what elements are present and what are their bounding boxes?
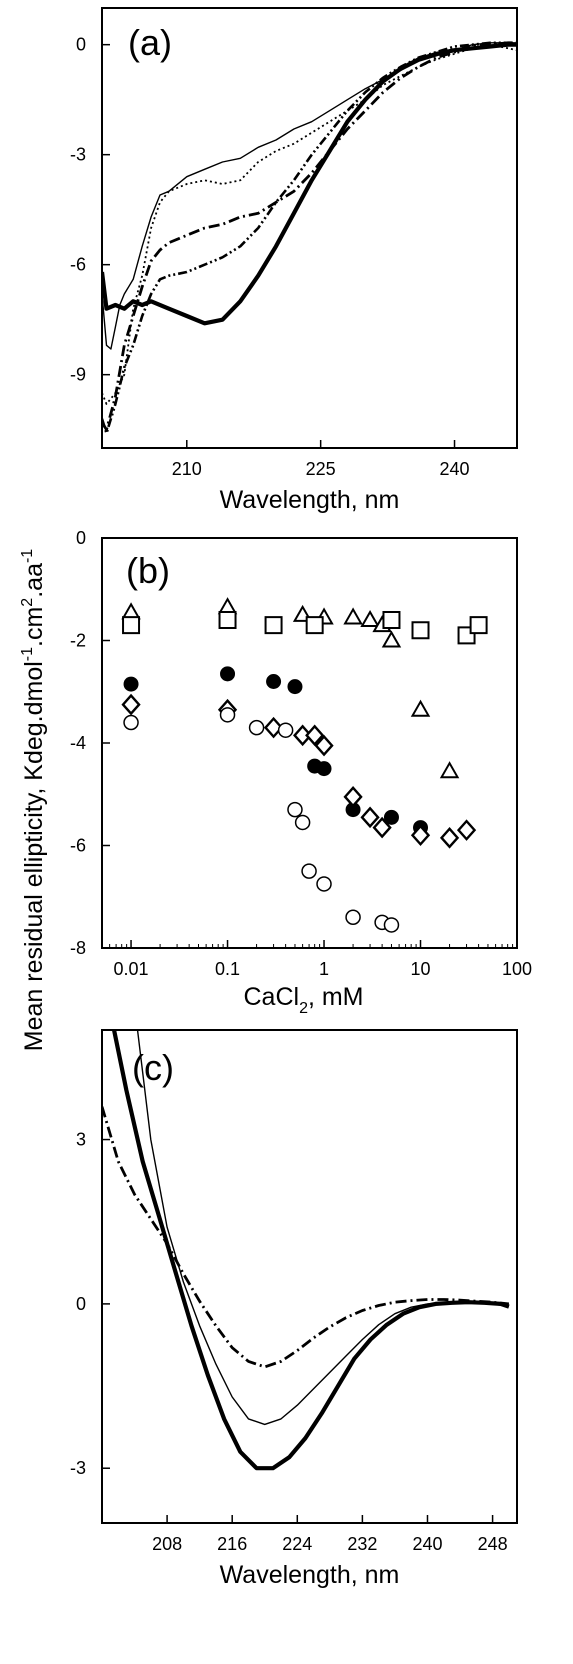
series-line-thin-solid — [136, 1030, 510, 1426]
panel-b-frame — [101, 537, 518, 949]
open-circle-point — [123, 714, 139, 731]
triangle-point — [360, 609, 380, 627]
panel-label: (a) — [128, 22, 172, 63]
square-point — [382, 611, 401, 629]
ylabel-main: Mean residual ellipticity, Kdeg.dmol — [20, 661, 48, 1051]
shared-y-axis-label: Mean residual ellipticity, Kdeg.dmol-1.c… — [19, 549, 48, 1052]
x-tick-label: 208 — [152, 1534, 182, 1554]
y-tick-label: -4 — [70, 733, 86, 753]
ylabel-sup1: -1 — [19, 647, 36, 661]
diamond-point — [343, 786, 363, 808]
square-point — [305, 616, 324, 635]
y-tick-label: 0 — [76, 35, 86, 55]
panel-c-chart: 208 216 224 232 240 248 3 0 -3 (c) Wavelength, nm — [70, 1029, 518, 1589]
diamond-point — [439, 827, 460, 849]
series-line-dotted — [102, 43, 517, 405]
diamond-point — [360, 806, 380, 829]
y-tick-label: -9 — [70, 365, 86, 385]
series-line-dash-dot-dot — [102, 41, 517, 435]
triangle-point — [410, 699, 431, 717]
panel-a-chart: 210 225 240 0 -3 -6 -9 (a) Wavelength, nm — [70, 7, 518, 514]
diamond-point — [372, 816, 392, 839]
panel-label: (b) — [126, 550, 170, 591]
diamond-point — [121, 693, 141, 716]
square-point — [264, 616, 283, 635]
filled-circle-point — [123, 676, 139, 692]
diamond-point — [410, 824, 431, 847]
x-tick-label: 240 — [440, 459, 470, 479]
xlabel-sub: 2 — [299, 1000, 308, 1017]
ylabel-mid2: .aa — [20, 563, 48, 598]
triangle-point — [381, 630, 402, 648]
open-circle-point — [294, 814, 311, 831]
filled-circle-point — [383, 809, 399, 825]
open-circle-point — [219, 707, 236, 723]
open-circle-point — [248, 719, 265, 736]
xlabel-main: CaCl — [243, 983, 299, 1011]
x-tick-label: 10 — [410, 959, 430, 979]
y-tick-label: -3 — [70, 1458, 86, 1478]
open-circle-point — [287, 801, 303, 818]
x-tick-label: 100 — [502, 959, 532, 979]
y-tick-label: 0 — [76, 528, 86, 548]
series-line-dash-dot — [102, 41, 517, 432]
diamond-point — [305, 724, 325, 747]
y-tick-label: 3 — [76, 1130, 86, 1150]
open-circle-point — [301, 863, 317, 879]
x-axis-title: Wavelength, nm — [220, 486, 400, 514]
panel-a-frame — [101, 7, 518, 449]
x-tick-label: 0.1 — [215, 959, 240, 979]
y-tick-label: 0 — [76, 1294, 86, 1314]
y-tick-label: -8 — [70, 938, 86, 958]
ylabel-mid1: .cm — [20, 607, 48, 647]
open-circle-point — [383, 917, 400, 933]
series-group — [102, 1030, 510, 1471]
ylabel-sup2: 2 — [19, 598, 36, 607]
x-tick-label: 224 — [282, 1534, 312, 1554]
diamond-point — [456, 819, 477, 841]
y-tick-label: -6 — [70, 255, 86, 275]
x-tick-label: 216 — [217, 1534, 247, 1554]
diamond-point — [263, 716, 284, 739]
square-point — [411, 621, 430, 640]
y-tick-label: -6 — [70, 836, 86, 856]
series-group — [102, 41, 517, 435]
triangle-point — [343, 607, 363, 625]
panel-label: (c) — [132, 1047, 174, 1088]
filled-circle-point — [316, 761, 332, 777]
triangle-point — [439, 761, 460, 779]
square-point — [218, 611, 237, 629]
ylabel-sup3: -1 — [19, 549, 36, 563]
xlabel-tail: , mM — [308, 983, 364, 1011]
x-tick-label: 0.01 — [114, 959, 149, 979]
x-tick-label: 225 — [306, 459, 336, 479]
filled-circle-point — [266, 674, 282, 689]
x-tick-label: 210 — [172, 459, 202, 479]
panel-c-frame — [101, 1029, 518, 1524]
open-circle-point — [345, 909, 361, 925]
x-tick-label: 1 — [319, 959, 329, 979]
open-circle-point — [316, 876, 332, 892]
y-tick-label: -2 — [70, 631, 86, 651]
x-tick-label: 240 — [412, 1534, 442, 1554]
filled-circle-point — [220, 666, 236, 682]
series-line-thick-solid — [102, 42, 517, 326]
square-point — [469, 616, 488, 635]
filled-circle-point — [287, 679, 303, 695]
x-tick-label: 248 — [478, 1534, 508, 1554]
panel-b-chart: 0.01 0.1 1 10 100 0 -2 -4 -6 -8 (b) CaCl2, mM — [70, 528, 532, 1017]
y-tick-label: -3 — [70, 145, 86, 165]
x-axis-title: Wavelength, nm — [220, 1561, 400, 1589]
open-circle-point — [277, 722, 294, 738]
square-point — [122, 616, 141, 635]
x-tick-label: 232 — [347, 1534, 377, 1554]
x-axis-title: CaCl2, mM — [243, 983, 363, 1017]
diamond-point — [314, 734, 334, 757]
series-line-dash-dot — [102, 1106, 510, 1369]
